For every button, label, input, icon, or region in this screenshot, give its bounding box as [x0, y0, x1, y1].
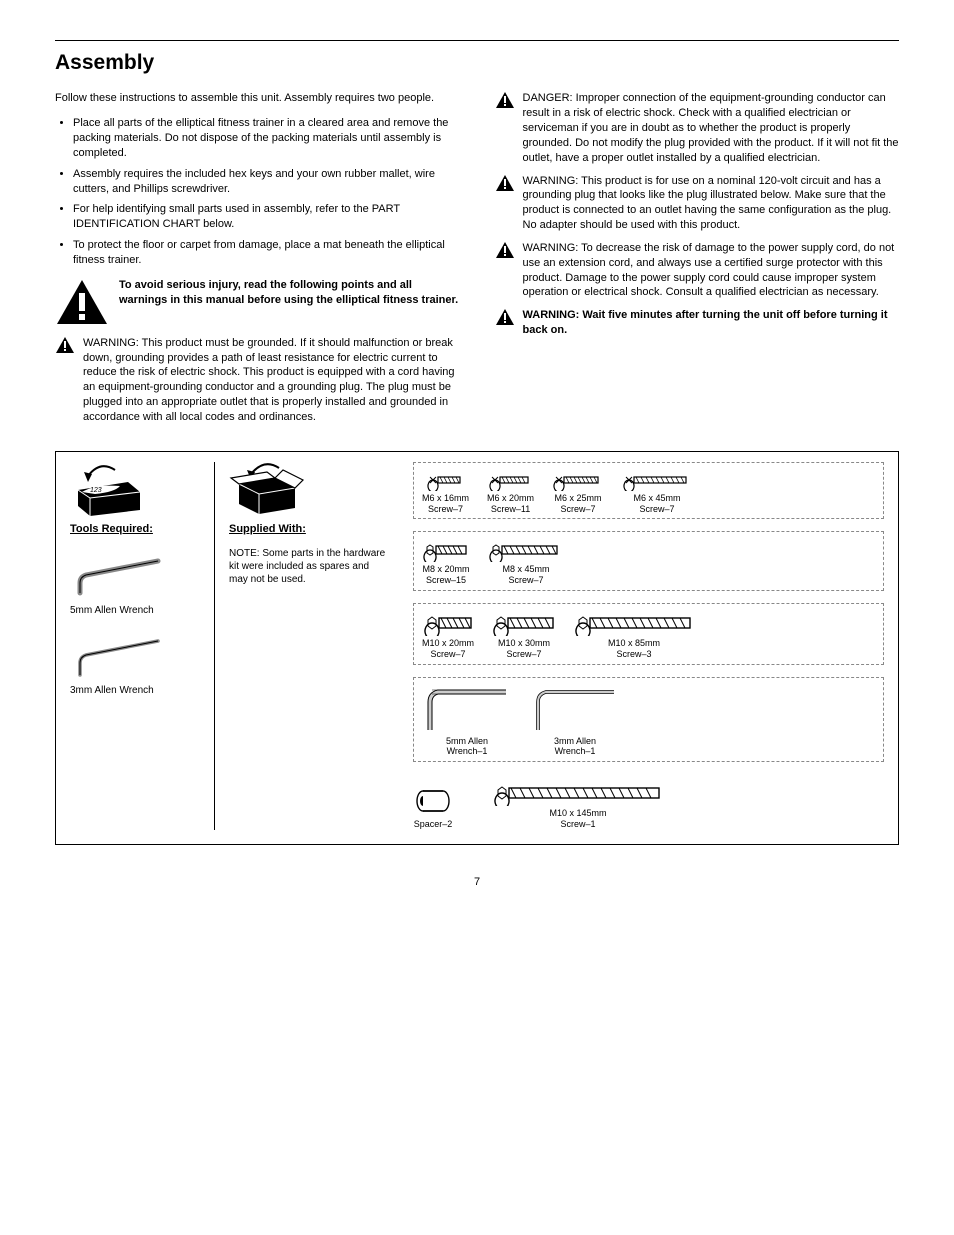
m10-group: M10 x 20mmScrew–7 M10 x 30mmScrew–7 — [413, 603, 884, 665]
danger-text: DANGER: Improper connection of the equip… — [523, 91, 900, 165]
large-warning-text: To avoid serious injury, read the follow… — [119, 278, 460, 308]
open-box-icon — [229, 462, 309, 517]
screw-icon — [488, 469, 534, 491]
hw-wrench-5mm: 5mm AllenWrench–1 — [422, 684, 512, 758]
hex-key-icon — [530, 684, 620, 734]
bullet-2: Assembly requires the included hex keys … — [73, 167, 460, 197]
hw-m10x145: M10 x 145mmScrew–1 — [493, 780, 663, 830]
hw-m10x30: M10 x 30mmScrew–7 — [492, 610, 556, 660]
top-rule — [55, 40, 899, 41]
assembly-bullet-list: Place all parts of the elliptical fitnes… — [55, 116, 460, 268]
grounding-warning: WARNING: This product must be grounded. … — [55, 336, 460, 425]
current-warning: WARNING: This product is for use on a no… — [495, 174, 900, 233]
screw-icon — [574, 610, 694, 636]
bullet-3: For help identifying small parts used in… — [73, 202, 460, 232]
warning-triangle-icon — [495, 174, 515, 192]
hardware-column: M6 x 16mmScrew–7 M6 x 20mmScrew–11 — [413, 462, 884, 830]
vertical-divider — [214, 462, 215, 830]
spacer-icon — [413, 785, 453, 817]
surge-warning-text: WARNING: To decrease the risk of damage … — [523, 241, 900, 300]
hw-m8x20: M8 x 20mmScrew–15 — [422, 538, 470, 586]
cycle-warning: WARNING: Wait five minutes after turning… — [495, 308, 900, 338]
screw-icon — [422, 538, 470, 562]
page-title: Assembly — [55, 49, 899, 77]
intro-text: Follow these instructions to assemble th… — [55, 91, 460, 106]
tool-label-5mm: 5mm Allen Wrench — [70, 604, 200, 618]
screw-icon — [426, 469, 466, 491]
tool-item-5mm: 5mm Allen Wrench — [70, 555, 200, 618]
hw-m8x45: M8 x 45mmScrew–7 — [488, 538, 564, 586]
tool-item-3mm: 3mm Allen Wrench — [70, 635, 200, 698]
screw-icon — [488, 538, 564, 562]
tools-required-heading: Tools Required: — [70, 522, 200, 537]
warning-triangle-icon — [55, 278, 109, 326]
grounding-warning-text: WARNING: This product must be grounded. … — [83, 336, 460, 425]
bullet-1: Place all parts of the elliptical fitnes… — [73, 116, 460, 161]
hex-key-3mm-icon — [70, 635, 165, 680]
page-number: 7 — [55, 875, 899, 890]
danger-block: DANGER: Improper connection of the equip… — [495, 91, 900, 165]
warning-triangle-icon — [495, 91, 515, 109]
supplied-with-column: Supplied With: NOTE: Some parts in the h… — [229, 462, 399, 830]
large-warning-block: To avoid serious injury, read the follow… — [55, 278, 460, 326]
screw-icon — [622, 469, 692, 491]
hw-m10x20: M10 x 20mmScrew–7 — [422, 610, 474, 660]
two-column-layout: Follow these instructions to assemble th… — [55, 91, 899, 433]
wrench-group: 5mm AllenWrench–1 3mm AllenWrench–1 — [413, 677, 884, 763]
tools-required-column: 123 Tools Required: 5mm Allen Wrench 3mm… — [70, 462, 200, 830]
hw-m10x85: M10 x 85mmScrew–3 — [574, 610, 694, 660]
supplied-note: NOTE: Some parts in the hardware kit wer… — [229, 547, 389, 586]
hw-m6x25: M6 x 25mmScrew–7 — [552, 469, 604, 515]
left-column: Follow these instructions to assemble th… — [55, 91, 460, 433]
screw-icon — [552, 469, 604, 491]
m6-group: M6 x 16mmScrew–7 M6 x 20mmScrew–11 — [413, 462, 884, 520]
warning-triangle-icon — [495, 308, 515, 326]
screw-icon — [423, 610, 473, 636]
screw-icon — [493, 780, 663, 806]
hw-m6x20: M6 x 20mmScrew–11 — [487, 469, 534, 515]
surge-warning: WARNING: To decrease the risk of damage … — [495, 241, 900, 300]
svg-text:123: 123 — [90, 487, 102, 494]
m8-group: M8 x 20mmScrew–15 M8 x 45mmScrew–7 — [413, 531, 884, 591]
tool-label-3mm: 3mm Allen Wrench — [70, 684, 200, 698]
toolbox-icon: 123 — [70, 462, 150, 517]
hw-spacer: Spacer–2 — [413, 785, 453, 830]
right-column: DANGER: Improper connection of the equip… — [495, 91, 900, 433]
cycle-warning-text: WARNING: Wait five minutes after turning… — [523, 308, 900, 338]
current-warning-text: WARNING: This product is for use on a no… — [523, 174, 900, 233]
hex-key-5mm-icon — [70, 555, 165, 600]
warning-triangle-icon — [495, 241, 515, 259]
hex-key-icon — [422, 684, 512, 734]
loose-hardware-row: Spacer–2 M10 x 145mmScrew–1 — [413, 780, 884, 830]
supplied-with-heading: Supplied With: — [229, 522, 389, 537]
hw-wrench-3mm: 3mm AllenWrench–1 — [530, 684, 620, 758]
hw-m6x16: M6 x 16mmScrew–7 — [422, 469, 469, 515]
hw-m6x45: M6 x 45mmScrew–7 — [622, 469, 692, 515]
screw-icon — [492, 610, 556, 636]
bullet-4: To protect the floor or carpet from dama… — [73, 238, 460, 268]
warning-triangle-icon — [55, 336, 75, 354]
parts-identification-box: 123 Tools Required: 5mm Allen Wrench 3mm… — [55, 451, 899, 845]
